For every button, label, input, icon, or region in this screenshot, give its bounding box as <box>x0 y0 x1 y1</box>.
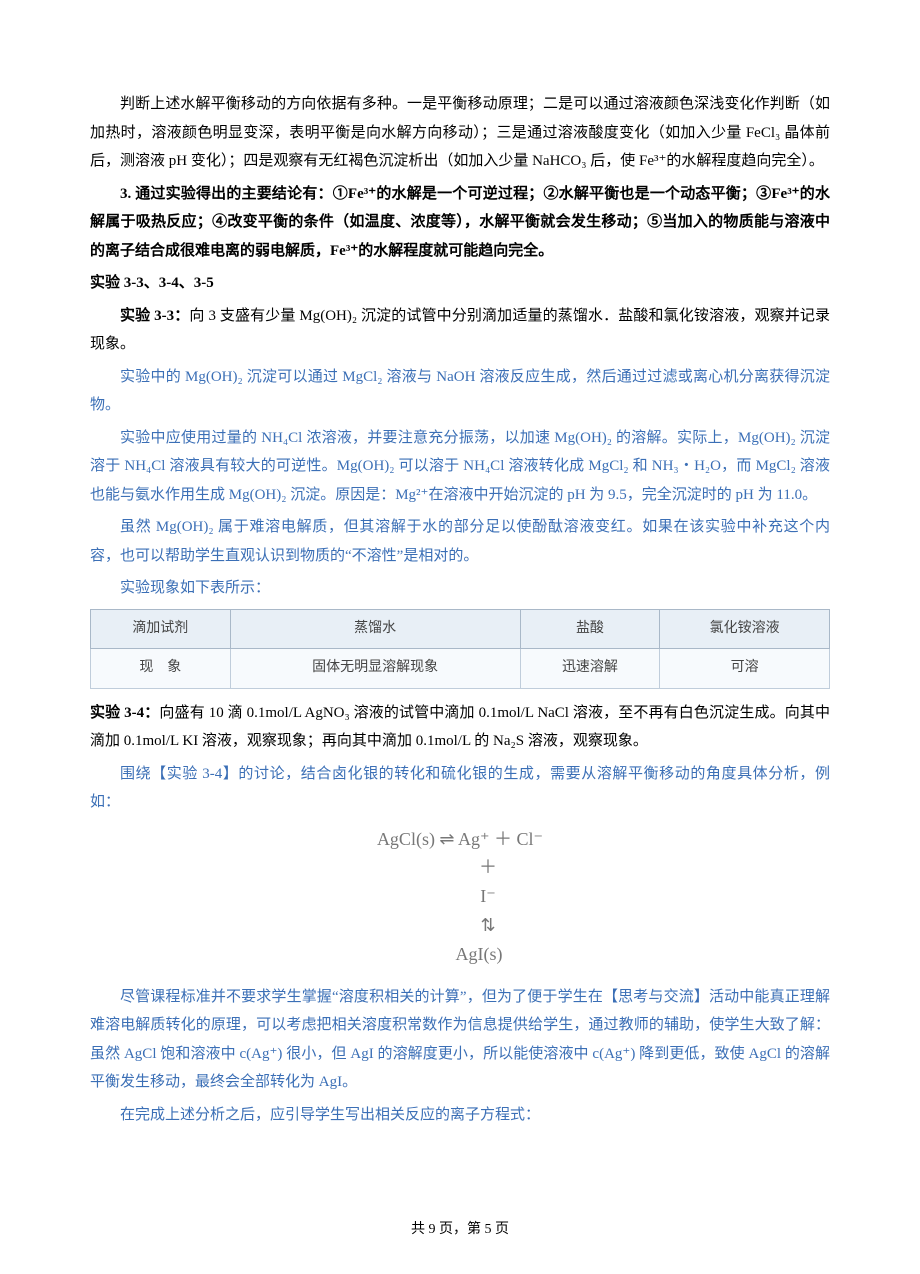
equation-line: I⁻ <box>90 882 830 911</box>
equation-line: ＋ <box>90 853 830 882</box>
paragraph-4: 实验中的 Mg(OH)₂ 沉淀可以通过 MgCl₂ 溶液与 NaOH 溶液反应生… <box>90 363 830 420</box>
table-header-row: 滴加试剂 蒸馏水 盐酸 氯化铵溶液 <box>91 609 830 649</box>
exp-3-4-label: 实验 3-4： <box>90 705 159 721</box>
equation-block: AgCl(s) ⇌ Ag⁺ ＋ Cl⁻ ＋ I⁻ ⇅ AgI(s) <box>90 825 830 969</box>
table-cell: 固体无明显溶解现象 <box>230 649 520 689</box>
equation-line: AgCl(s) ⇌ Ag⁺ ＋ Cl⁻ <box>90 825 830 854</box>
experiment-table: 滴加试剂 蒸馏水 盐酸 氯化铵溶液 现 象 固体无明显溶解现象 迅速溶解 可溶 <box>90 609 830 689</box>
table-header: 氯化铵溶液 <box>660 609 830 649</box>
paragraph-7: 实验现象如下表所示： <box>90 574 830 603</box>
paragraph-11: 在完成上述分析之后，应引导学生写出相关反应的离子方程式： <box>90 1101 830 1130</box>
paragraph-3: 实验 3-3：向 3 支盛有少量 Mg(OH)₂ 沉淀的试管中分别滴加适量的蒸馏… <box>90 302 830 359</box>
table-cell: 现 象 <box>91 649 231 689</box>
table-row: 现 象 固体无明显溶解现象 迅速溶解 可溶 <box>91 649 830 689</box>
table-cell: 迅速溶解 <box>520 649 660 689</box>
paragraph-2: 3. 通过实验得出的主要结论有：①Fe³⁺的水解是一个可逆过程；②水解平衡也是一… <box>90 180 830 266</box>
page-footer: 共 9 页，第 5 页 <box>90 1217 830 1244</box>
exp-3-3-label: 实验 3-3： <box>120 308 189 324</box>
table-header: 盐酸 <box>520 609 660 649</box>
equation-line: AgI(s) <box>90 940 830 969</box>
paragraph-1: 判断上述水解平衡移动的方向依据有多种。一是平衡移动原理；二是可以通过溶液颜色深浅… <box>90 90 830 176</box>
paragraph-9: 围绕【实验 3-4】的讨论，结合卤化银的转化和硫化银的生成，需要从溶解平衡移动的… <box>90 760 830 817</box>
exp-3-4-text: 向盛有 10 滴 0.1mol/L AgNO₃ 溶液的试管中滴加 0.1mol/… <box>90 705 830 750</box>
paragraph-5: 实验中应使用过量的 NH₄Cl 浓溶液，并要注意充分振荡，以加速 Mg(OH)₂… <box>90 424 830 510</box>
equation-line: ⇅ <box>90 911 830 940</box>
table-cell: 可溶 <box>660 649 830 689</box>
table-header: 蒸馏水 <box>230 609 520 649</box>
paragraph-8: 实验 3-4：向盛有 10 滴 0.1mol/L AgNO₃ 溶液的试管中滴加 … <box>90 699 830 756</box>
exp-3-3-text: 向 3 支盛有少量 Mg(OH)₂ 沉淀的试管中分别滴加适量的蒸馏水．盐酸和氯化… <box>90 308 830 353</box>
heading-3-3: 实验 3-3、3-4、3-5 <box>90 269 830 298</box>
paragraph-6: 虽然 Mg(OH)₂ 属于难溶电解质，但其溶解于水的部分足以使酚酞溶液变红。如果… <box>90 513 830 570</box>
table-header: 滴加试剂 <box>91 609 231 649</box>
paragraph-10: 尽管课程标准并不要求学生掌握“溶度积相关的计算”，但为了便于学生在【思考与交流】… <box>90 983 830 1097</box>
